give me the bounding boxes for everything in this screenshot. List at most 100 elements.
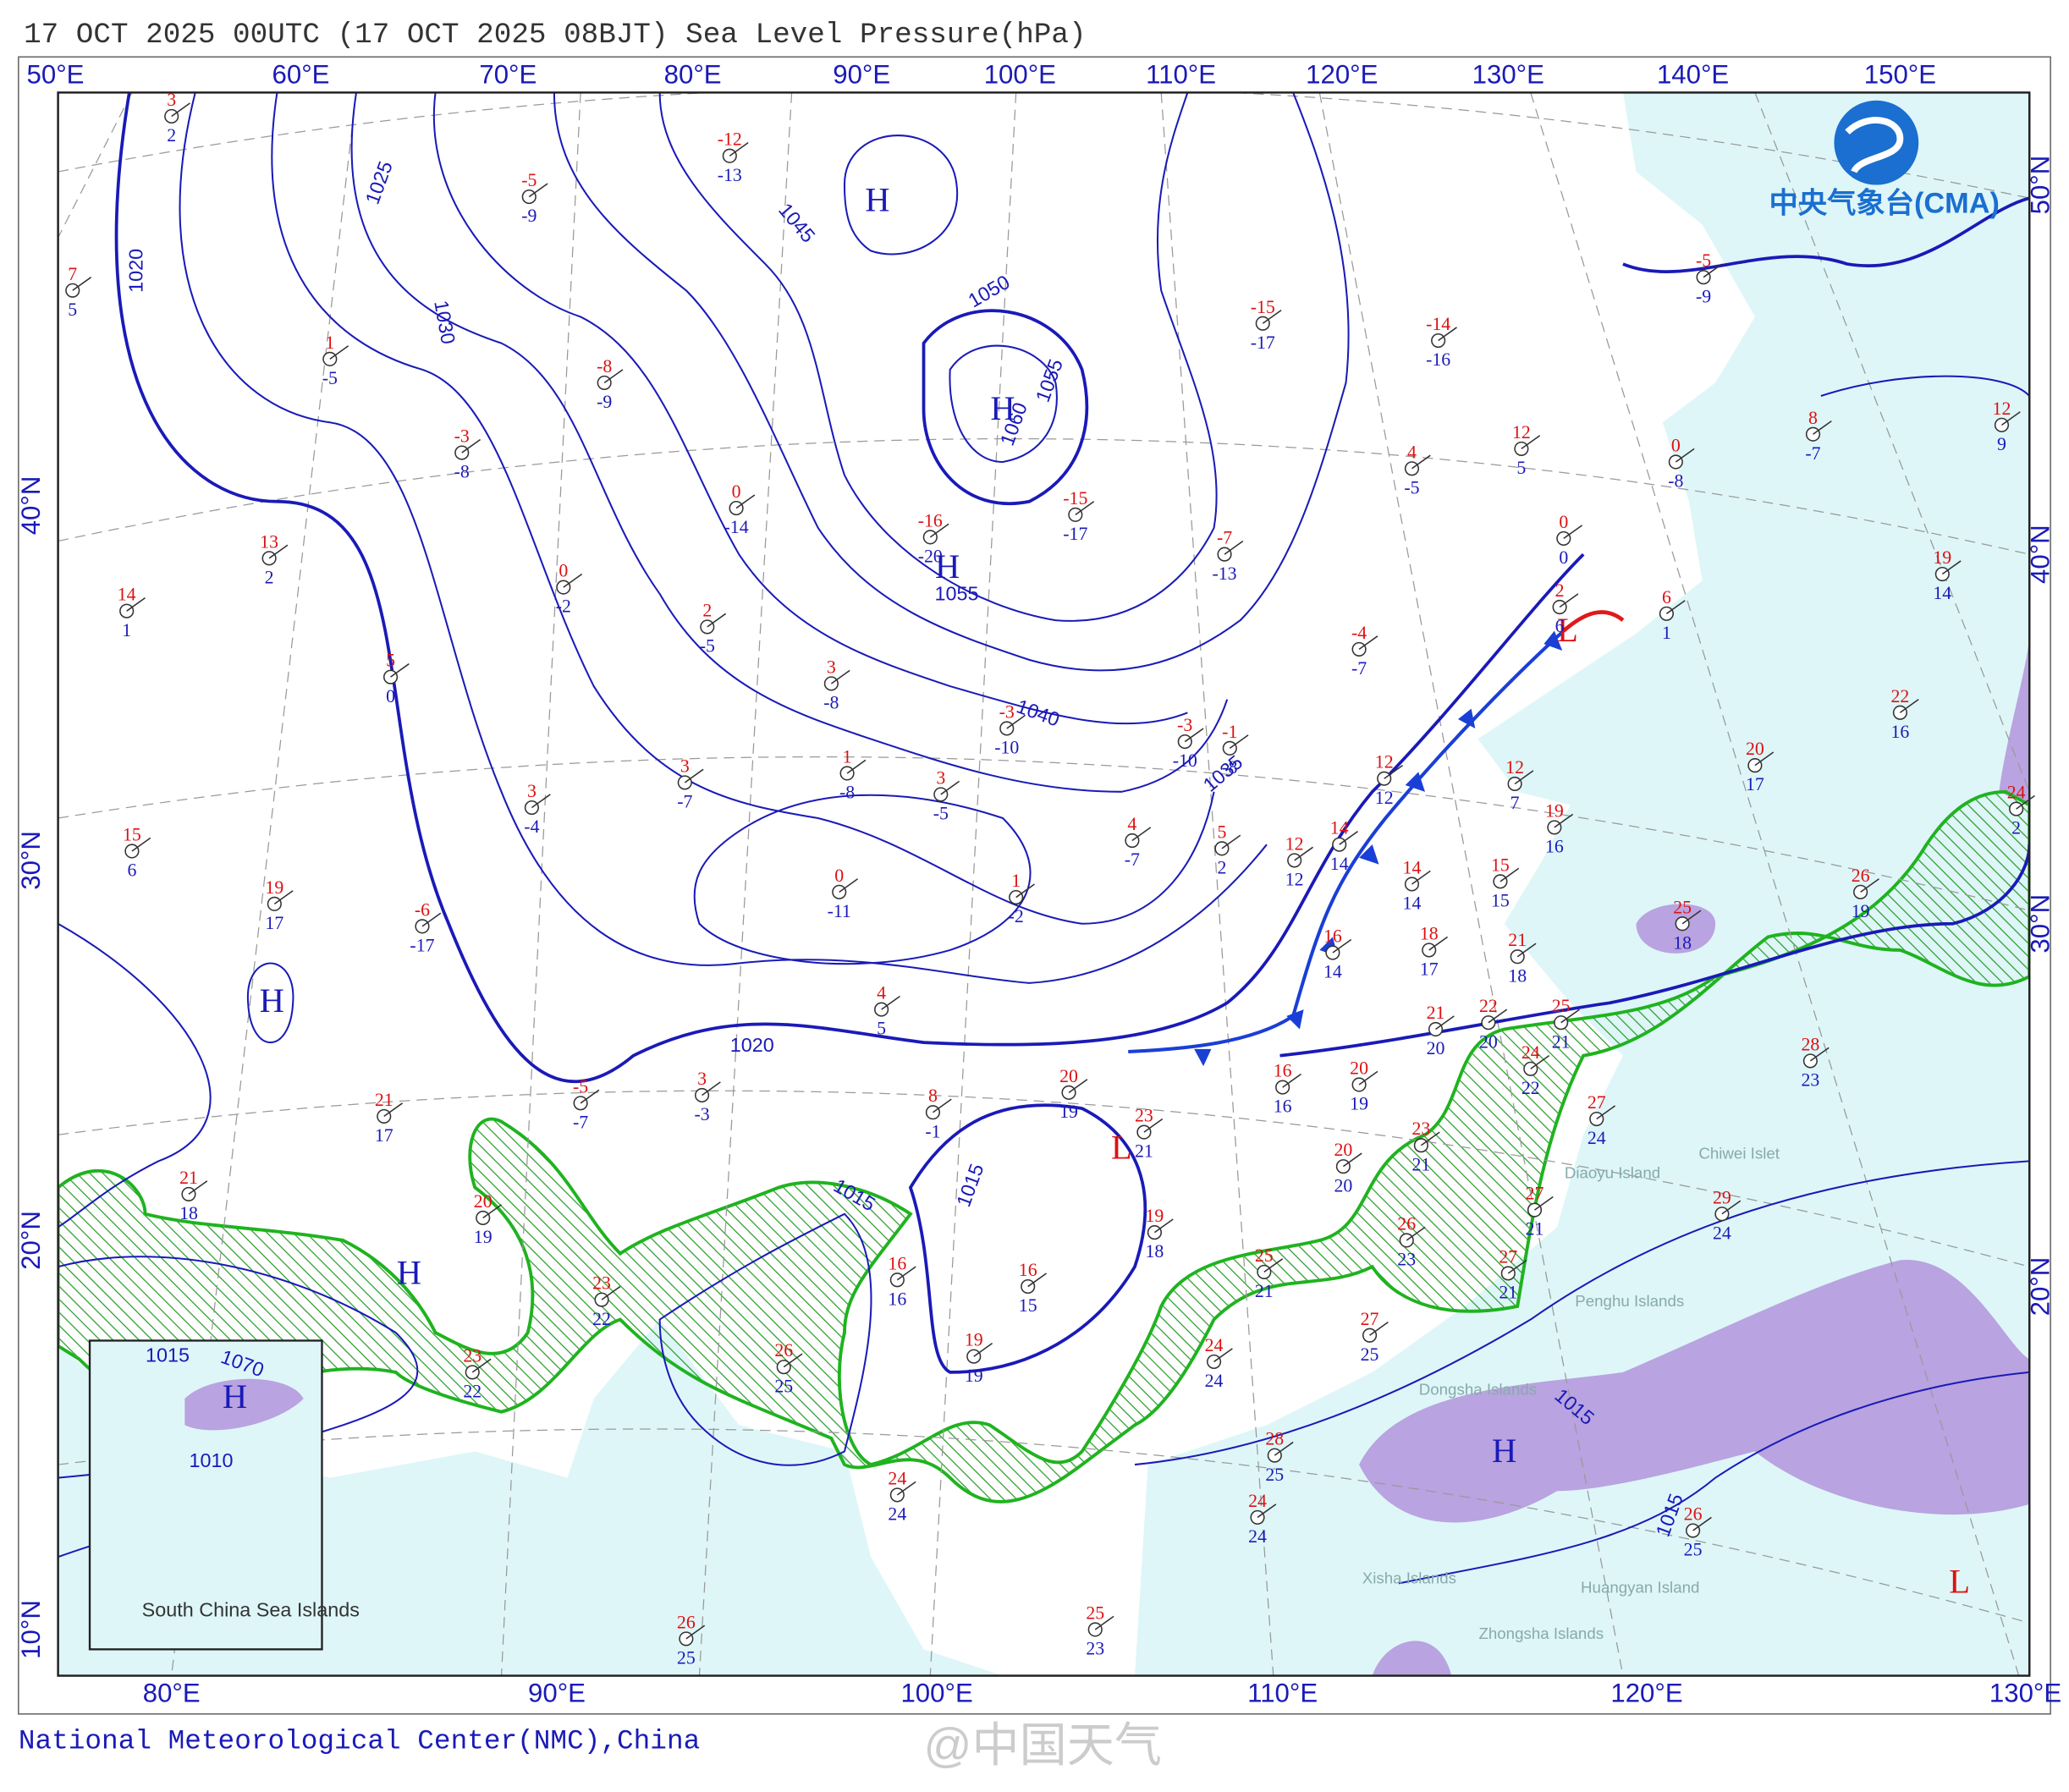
dew-point: 17 bbox=[1420, 959, 1439, 980]
station bbox=[1404, 461, 1420, 476]
station bbox=[1061, 1085, 1076, 1100]
place-label: Diaoyu Island bbox=[1565, 1164, 1660, 1182]
wind-barb bbox=[563, 573, 583, 588]
wind-barb bbox=[1094, 1615, 1114, 1630]
wind-barb bbox=[1131, 827, 1152, 842]
wind-barb bbox=[1332, 938, 1352, 954]
temperature: 3 bbox=[697, 1069, 707, 1089]
temperature: 22 bbox=[1479, 996, 1498, 1016]
wind-barb bbox=[1384, 764, 1404, 779]
dew-point: -9 bbox=[1696, 286, 1711, 306]
wind-barb bbox=[1229, 734, 1249, 749]
wind-barb bbox=[1899, 699, 1919, 713]
temperature: 2 bbox=[1555, 580, 1565, 601]
place-label: Zhongsha Islands bbox=[1478, 1624, 1604, 1642]
temperature: -5 bbox=[573, 1076, 588, 1097]
pressure-center: H bbox=[223, 1377, 247, 1415]
lon-label: 80°E bbox=[664, 59, 722, 89]
wind-barb bbox=[896, 1481, 916, 1496]
wind-barb bbox=[1420, 1131, 1440, 1146]
dew-point: -17 bbox=[1063, 524, 1087, 544]
pressure-center: H bbox=[865, 181, 889, 219]
dew-point: 19 bbox=[474, 1227, 492, 1247]
dew-point: 14 bbox=[1323, 962, 1342, 982]
temperature: 19 bbox=[265, 877, 283, 898]
dew-point: 18 bbox=[1145, 1241, 1164, 1262]
dew-point: -10 bbox=[1173, 750, 1197, 771]
temperature: 12 bbox=[1993, 399, 2011, 419]
station bbox=[267, 896, 282, 911]
station bbox=[2009, 801, 2024, 816]
temperature: 20 bbox=[1746, 739, 1764, 759]
temperature: 14 bbox=[1403, 857, 1422, 877]
temperature: 16 bbox=[1323, 926, 1342, 947]
dew-point: 0 bbox=[386, 686, 395, 706]
wind-barb bbox=[1213, 1348, 1233, 1363]
dew-point: -17 bbox=[410, 935, 434, 955]
wind-barb bbox=[1560, 1009, 1580, 1024]
dew-point: 25 bbox=[1361, 1344, 1379, 1365]
dew-point: 24 bbox=[1713, 1223, 1731, 1243]
wind-barb bbox=[932, 1098, 952, 1113]
temperature: 4 bbox=[1407, 442, 1417, 462]
dew-point: 21 bbox=[1411, 1154, 1430, 1174]
dew-point: 14 bbox=[1403, 893, 1422, 914]
dew-point: -13 bbox=[1212, 563, 1236, 584]
lat-label: 40°N bbox=[2026, 525, 2055, 584]
wind-barb bbox=[1143, 1118, 1164, 1133]
wind-barb bbox=[1221, 834, 1241, 849]
wind-barb bbox=[1809, 1047, 1830, 1062]
wind-barb bbox=[1559, 593, 1579, 608]
wind-barb bbox=[528, 183, 548, 198]
wind-barb bbox=[1681, 910, 1702, 925]
temperature: 19 bbox=[965, 1330, 983, 1350]
temperature: 20 bbox=[1334, 1140, 1352, 1160]
dew-point: -7 bbox=[1351, 658, 1367, 679]
dew-point: -7 bbox=[677, 792, 692, 812]
dew-point: 1 bbox=[122, 620, 131, 640]
dew-point: 2 bbox=[2011, 818, 2021, 838]
dew-point: 6 bbox=[1555, 616, 1565, 636]
temperature: 25 bbox=[1673, 897, 1692, 917]
temperature: 22 bbox=[1890, 686, 1909, 706]
temperature: 14 bbox=[118, 585, 136, 605]
dew-point: -7 bbox=[1125, 849, 1140, 870]
wind-barb bbox=[1006, 714, 1026, 729]
lon-label: 60°E bbox=[272, 59, 330, 89]
temperature: 8 bbox=[928, 1086, 938, 1106]
lat-label: 40°N bbox=[16, 476, 46, 536]
wind-barb bbox=[1263, 1258, 1284, 1273]
dew-point: 19 bbox=[1059, 1102, 1078, 1122]
wind-barb bbox=[1507, 1259, 1527, 1274]
dew-point: 25 bbox=[1684, 1540, 1703, 1560]
dew-point: -8 bbox=[1222, 757, 1237, 778]
station bbox=[722, 148, 737, 163]
temperature: 3 bbox=[167, 90, 176, 110]
temperature: -3 bbox=[999, 701, 1015, 722]
wind-barb bbox=[1675, 448, 1695, 463]
lon-label: 120°E bbox=[1306, 59, 1378, 89]
dew-point: -20 bbox=[918, 546, 943, 566]
temperature: 0 bbox=[834, 866, 844, 886]
dew-point: 15 bbox=[1019, 1295, 1037, 1316]
isobar-label: 1020 bbox=[730, 1034, 774, 1056]
temperature: 12 bbox=[1375, 752, 1394, 772]
wind-barb bbox=[896, 1266, 916, 1281]
temperature: 3 bbox=[527, 781, 537, 801]
wind-barb bbox=[601, 1285, 621, 1300]
wind-barb bbox=[482, 1204, 502, 1219]
lat-label: 10°N bbox=[16, 1600, 46, 1659]
station bbox=[1214, 841, 1230, 856]
temperature: 4 bbox=[877, 983, 886, 1003]
dew-point: 19 bbox=[965, 1366, 983, 1386]
station bbox=[874, 1002, 889, 1017]
wind-barb bbox=[1358, 635, 1378, 651]
dew-point: -11 bbox=[828, 901, 851, 921]
wind-barb bbox=[1282, 1073, 1301, 1088]
temperature: 26 bbox=[1684, 1504, 1703, 1525]
wind-barb bbox=[1294, 846, 1313, 861]
temperature: 25 bbox=[1255, 1245, 1274, 1266]
isobar-label: 1055 bbox=[934, 583, 978, 605]
wind-barb bbox=[973, 1342, 993, 1357]
temperature: -7 bbox=[1217, 528, 1232, 548]
